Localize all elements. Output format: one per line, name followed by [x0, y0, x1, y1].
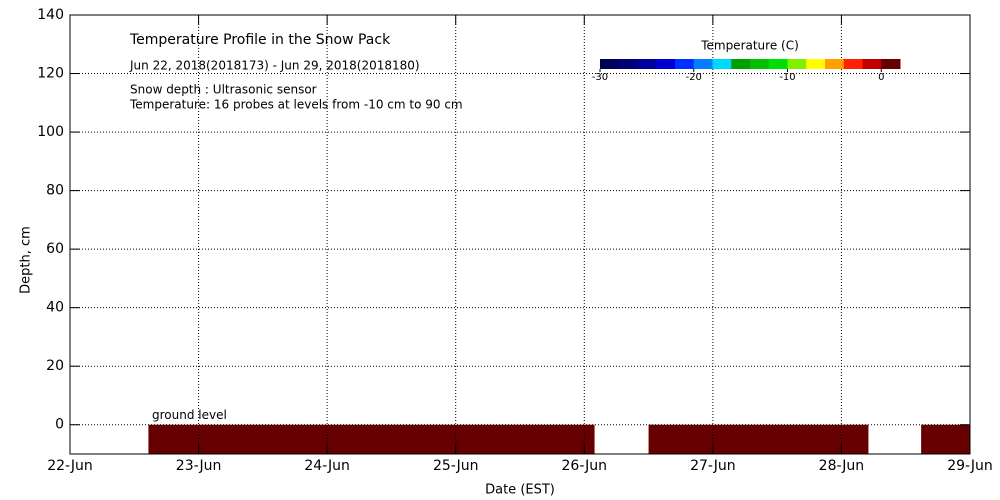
colorbar-swatch	[600, 59, 620, 69]
note: Snow depth : Ultrasonic sensor	[130, 83, 317, 97]
colorbar-swatch	[618, 59, 638, 69]
y-tick-label: 20	[46, 358, 64, 374]
x-tick-label: 25-Jun	[433, 458, 479, 474]
colorbar-swatch	[675, 59, 695, 69]
colorbar-tick-label: -20	[686, 72, 702, 83]
colorbar-swatch	[712, 59, 732, 69]
x-tick-label: 22-Jun	[47, 458, 93, 474]
x-tick-label: 28-Jun	[819, 458, 865, 474]
y-tick-label: 140	[37, 7, 64, 23]
colorbar-swatch	[881, 59, 901, 69]
colorbar-tick-label: -10	[779, 72, 795, 83]
cell	[648, 424, 869, 454]
chart-subtitle: Jun 22, 2018(2018173) - Jun 29, 2018(201…	[129, 59, 420, 73]
cell	[921, 424, 970, 454]
y-tick-label: 80	[46, 183, 64, 199]
note: Temperature: 16 probes at levels from -1…	[129, 98, 463, 112]
colorbar-swatch	[787, 59, 807, 69]
x-tick-label: 27-Jun	[690, 458, 736, 474]
x-axis-label: Date (EST)	[485, 483, 555, 498]
colorbar-tick-label: -30	[592, 72, 608, 83]
y-tick-label: 60	[46, 241, 64, 257]
cell	[148, 424, 595, 454]
x-tick-label: 26-Jun	[562, 458, 608, 474]
chart-title: Temperature Profile in the Snow Pack	[129, 32, 391, 48]
x-tick-label: 23-Jun	[176, 458, 222, 474]
colorbar-tick-label: 0	[878, 72, 884, 83]
y-tick-label: 0	[55, 417, 64, 433]
colorbar-swatch	[768, 59, 788, 69]
x-tick-label: 29-Jun	[947, 458, 993, 474]
annotation: ground level	[152, 408, 227, 422]
colorbar-swatch	[825, 59, 845, 69]
y-axis-label: Depth, cm	[19, 226, 34, 294]
y-tick-label: 120	[37, 66, 64, 82]
colorbar-swatch	[806, 59, 826, 69]
colorbar-swatch	[693, 59, 713, 69]
colorbar-swatch	[862, 59, 882, 69]
colorbar-swatch	[750, 59, 770, 69]
colorbar-swatch	[731, 59, 751, 69]
x-tick-label: 24-Jun	[304, 458, 350, 474]
colorbar-swatch	[843, 59, 863, 69]
y-tick-label: 100	[37, 124, 64, 140]
plot-frame	[69, 14, 971, 455]
colorbar-swatch	[656, 59, 676, 69]
y-tick-label: 40	[46, 300, 64, 316]
colorbar-swatch	[637, 59, 657, 69]
colorbar-title: Temperature (C)	[700, 39, 799, 53]
